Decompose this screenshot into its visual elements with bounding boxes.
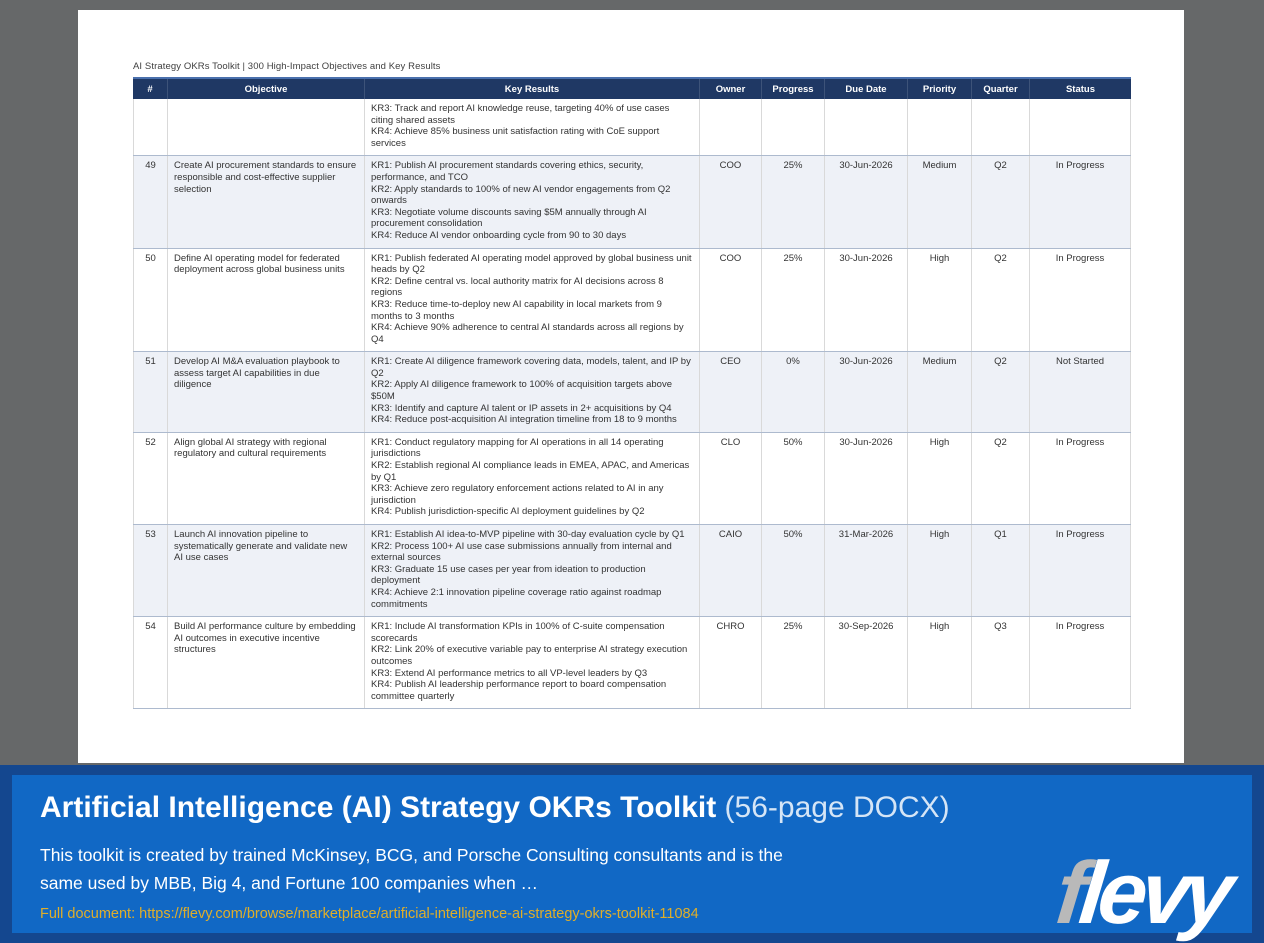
key-results-cell: KR1: Create AI diligence framework cover… — [365, 352, 700, 432]
num-cell — [133, 99, 168, 156]
key-results-cell: KR1: Establish AI idea-to-MVP pipeline w… — [365, 525, 700, 617]
banner-description: This toolkit is created by trained McKin… — [40, 845, 783, 893]
key-results-cell: KR1: Conduct regulatory mapping for AI o… — [365, 432, 700, 524]
due-date-cell: 30-Jun-2026 — [825, 156, 908, 248]
quarter-cell: Q3 — [972, 617, 1030, 709]
status-cell: In Progress — [1030, 248, 1131, 352]
owner-cell: CHRO — [700, 617, 762, 709]
owner-cell: CAIO — [700, 525, 762, 617]
progress-cell: 50% — [762, 525, 825, 617]
objective-cell — [168, 99, 365, 156]
banner-title: Artificial Intelligence (AI) Strategy OK… — [40, 791, 950, 825]
objective-cell: Define AI operating model for federated … — [168, 248, 365, 352]
owner-cell: COO — [700, 248, 762, 352]
owner-cell: COO — [700, 156, 762, 248]
priority-cell: High — [908, 432, 972, 524]
progress-cell: 25% — [762, 248, 825, 352]
column-header-key-results: Key Results — [365, 79, 700, 99]
status-cell: In Progress — [1030, 156, 1131, 248]
table-body: KR3: Track and report AI knowledge reuse… — [133, 99, 1131, 709]
quarter-cell: Q2 — [972, 248, 1030, 352]
status-cell: Not Started — [1030, 352, 1131, 432]
status-cell: In Progress — [1030, 525, 1131, 617]
column-header-progress: Progress — [762, 79, 825, 99]
objective-cell: Align global AI strategy with regional r… — [168, 432, 365, 524]
progress-cell: 25% — [762, 617, 825, 709]
quarter-cell — [972, 99, 1030, 156]
table-row: 50 Define AI operating model for federate… — [133, 247, 1131, 352]
key-results-cell: KR3: Track and report AI knowledge reuse… — [365, 99, 700, 156]
due-date-cell: 30-Jun-2026 — [825, 352, 908, 432]
owner-cell: CLO — [700, 432, 762, 524]
column-header-due-date: Due Date — [825, 79, 908, 99]
full-document-link[interactable]: Full document: https://flevy.com/browse/… — [40, 906, 699, 922]
objective-cell: Launch AI innovation pipeline to systema… — [168, 525, 365, 617]
quarter-cell: Q1 — [972, 525, 1030, 617]
priority-cell: High — [908, 248, 972, 352]
document-header-line: AI Strategy OKRs Toolkit | 300 High-Impa… — [133, 61, 441, 72]
num-cell: 51 — [133, 352, 168, 432]
column-header-status: Status — [1065, 84, 1096, 95]
progress-cell: 50% — [762, 432, 825, 524]
quarter-cell: Q2 — [972, 156, 1030, 248]
column-header-owner: Owner — [700, 79, 762, 99]
progress-cell: 25% — [762, 156, 825, 248]
due-date-cell: 31-Mar-2026 — [825, 525, 908, 617]
owner-cell — [700, 99, 762, 156]
table-row: 52 Align global AI strategy with regional… — [133, 431, 1131, 524]
due-date-cell: 30-Sep-2026 — [825, 617, 908, 709]
quarter-cell: Q2 — [972, 432, 1030, 524]
status-cell: In Progress — [1030, 432, 1131, 524]
num-cell: 54 — [133, 617, 168, 709]
objective-cell: Create AI procurement standards to ensur… — [168, 156, 365, 248]
document-page: AI Strategy OKRs Toolkit | 300 High-Impa… — [78, 10, 1184, 763]
key-results-cell: KR1: Publish AI procurement standards co… — [365, 156, 700, 248]
okr-table: # Objective Key Results Owner Progress Due Da… — [133, 77, 1131, 710]
priority-cell: High — [908, 617, 972, 709]
table-row: 51 Develop AI M&A evaluation playbook to … — [133, 351, 1131, 432]
num-cell: 50 — [133, 248, 168, 352]
status-cell: In Progress — [1030, 617, 1131, 709]
priority-cell: Medium — [908, 352, 972, 432]
num-cell: 49 — [133, 156, 168, 248]
priority-cell — [908, 99, 972, 156]
progress-cell — [762, 99, 825, 156]
table-header-row: # Objective Key Results Owner Progress Due Da… — [133, 77, 1131, 99]
table-row: 49 Create AI procurement standards to ens… — [133, 155, 1131, 248]
num-cell: 53 — [133, 525, 168, 617]
flevy-banner: Artificial Intelligence (AI) Strategy OK… — [0, 765, 1264, 943]
progress-cell: 0% — [762, 352, 825, 432]
column-header-quarter: Quarter — [972, 79, 1030, 99]
status-cell — [1030, 99, 1131, 156]
num-cell: 52 — [133, 432, 168, 524]
quarter-cell: Q2 — [972, 352, 1030, 432]
priority-cell: High — [908, 525, 972, 617]
table-row: 53 Launch AI innovation pipeline to syste… — [133, 524, 1131, 617]
owner-cell: CEO — [700, 352, 762, 432]
due-date-cell — [825, 99, 908, 156]
banner-title-suffix: (56-page DOCX) — [716, 791, 950, 824]
column-header-priority: Priority — [908, 79, 972, 99]
flevy-banner-inner: Artificial Intelligence (AI) Strategy OK… — [12, 775, 1252, 942]
objective-cell: Develop AI M&A evaluation playbook to as… — [168, 352, 365, 432]
table-row: KR3: Track and report AI knowledge reuse… — [133, 99, 1131, 156]
key-results-cell: KR1: Include AI transformation KPIs in 1… — [365, 617, 700, 709]
column-header-num: # — [133, 79, 168, 99]
due-date-cell: 30-Jun-2026 — [825, 248, 908, 352]
table-row: 54 Build AI performance culture by embedd… — [133, 616, 1131, 709]
priority-cell: Medium — [908, 156, 972, 248]
banner-title-main: Artificial Intelligence (AI) Strategy OK… — [40, 791, 717, 824]
due-date-cell: 30-Jun-2026 — [825, 432, 908, 524]
flevy-logo-levy: levy — [1075, 843, 1234, 942]
objective-cell: Build AI performance culture by embeddin… — [168, 617, 365, 709]
column-header-objective: Objective — [168, 79, 365, 99]
flevy-logo: flevy — [1052, 843, 1233, 942]
key-results-cell: KR1: Publish federated AI operating mode… — [365, 248, 700, 352]
